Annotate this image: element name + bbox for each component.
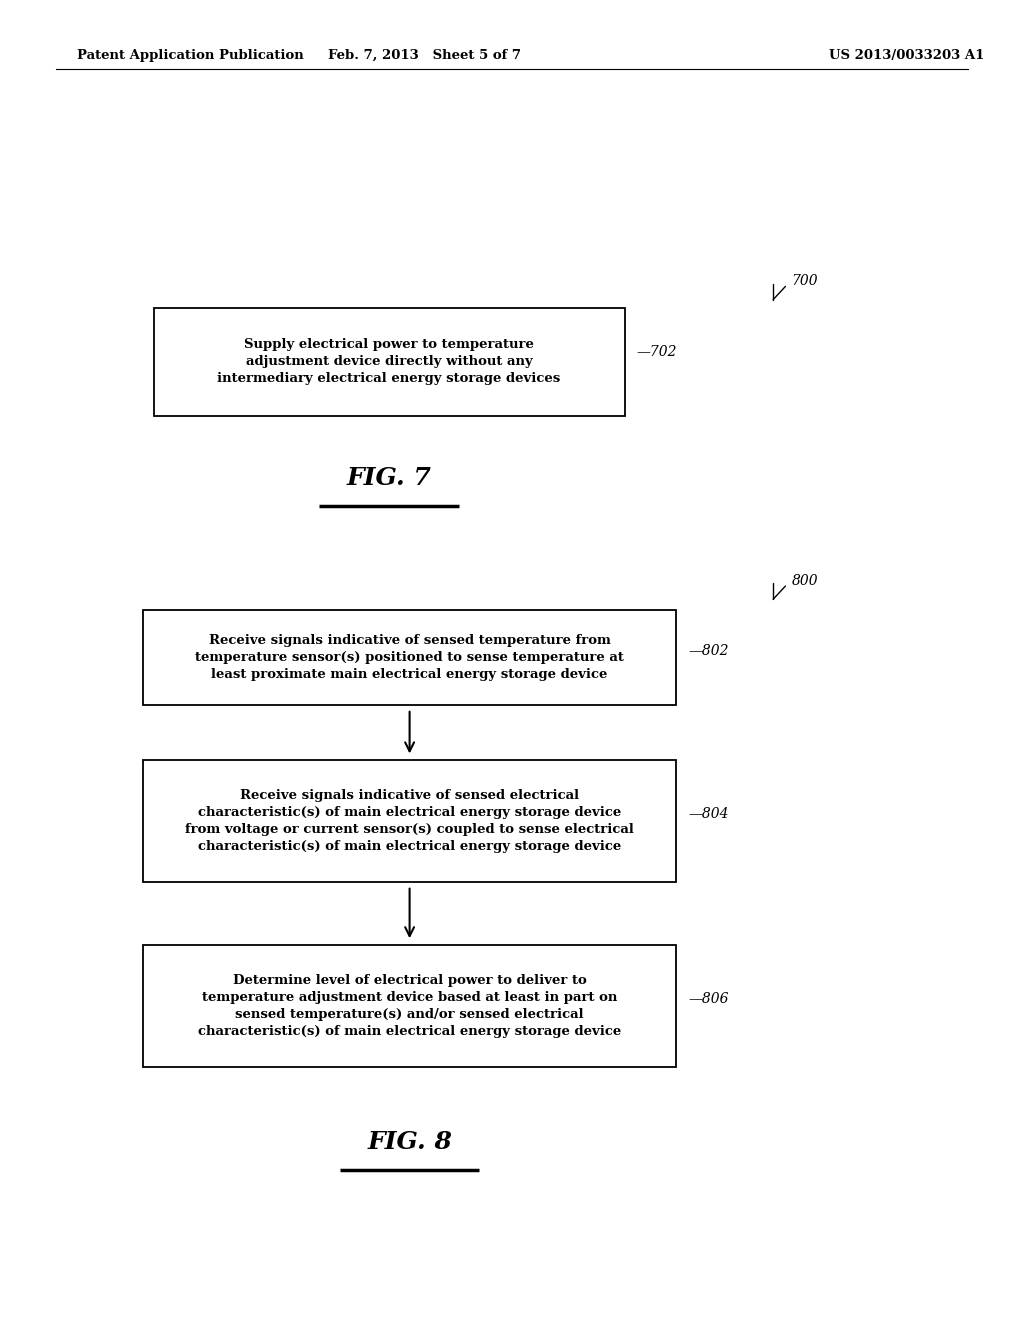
Text: Determine level of electrical power to deliver to
temperature adjustment device : Determine level of electrical power to d… xyxy=(198,974,622,1038)
FancyBboxPatch shape xyxy=(143,760,676,882)
Text: Supply electrical power to temperature
adjustment device directly without any
in: Supply electrical power to temperature a… xyxy=(217,338,561,385)
Text: —702: —702 xyxy=(637,346,678,359)
FancyBboxPatch shape xyxy=(143,945,676,1067)
FancyBboxPatch shape xyxy=(143,610,676,705)
Text: —802: —802 xyxy=(688,644,729,657)
Text: Receive signals indicative of sensed electrical
characteristic(s) of main electr: Receive signals indicative of sensed ele… xyxy=(185,789,634,853)
Text: FIG. 8: FIG. 8 xyxy=(368,1130,452,1154)
Text: 700: 700 xyxy=(792,275,818,288)
Text: Receive signals indicative of sensed temperature from
temperature sensor(s) posi: Receive signals indicative of sensed tem… xyxy=(196,634,624,681)
Text: Patent Application Publication: Patent Application Publication xyxy=(77,49,303,62)
Text: FIG. 7: FIG. 7 xyxy=(347,466,431,490)
FancyBboxPatch shape xyxy=(154,308,625,416)
Text: 800: 800 xyxy=(792,574,818,587)
Text: —806: —806 xyxy=(688,993,729,1006)
Text: —804: —804 xyxy=(688,808,729,821)
Text: US 2013/0033203 A1: US 2013/0033203 A1 xyxy=(828,49,984,62)
Text: Feb. 7, 2013   Sheet 5 of 7: Feb. 7, 2013 Sheet 5 of 7 xyxy=(329,49,521,62)
